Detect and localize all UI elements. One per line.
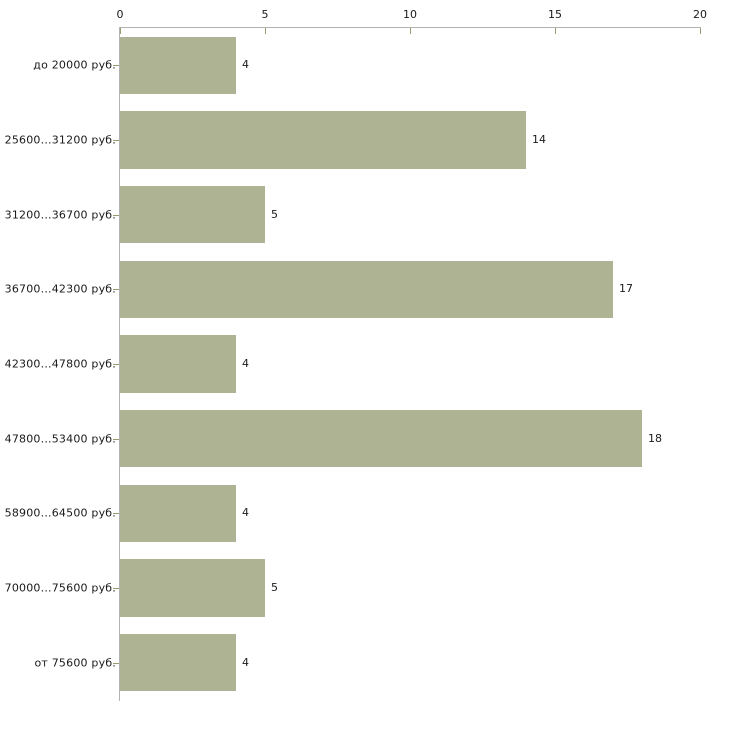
bar-row[interactable]: 31200...36700 руб. 5 <box>0 186 730 244</box>
bar-row[interactable]: 70000...75600 руб. 5 <box>0 559 730 617</box>
x-tick-mark <box>555 28 556 34</box>
bar[interactable] <box>120 186 265 244</box>
y-tick-mark <box>113 364 119 365</box>
bar-row[interactable]: 42300...47800 руб. 4 <box>0 335 730 393</box>
x-tick-mark <box>265 28 266 34</box>
y-axis-line <box>119 27 120 701</box>
bar-value-label: 4 <box>242 356 249 370</box>
category-label: 36700...42300 руб. <box>4 282 116 296</box>
bar-value-label: 5 <box>271 580 278 594</box>
category-label: 31200...36700 руб. <box>4 208 116 222</box>
y-tick-mark <box>113 215 119 216</box>
bar-value-label: 4 <box>242 655 249 669</box>
bar-row[interactable]: 25600...31200 руб. 14 <box>0 111 730 169</box>
bar[interactable] <box>120 36 236 94</box>
bar-row[interactable]: 47800...53400 руб. 18 <box>0 410 730 468</box>
bar[interactable] <box>120 634 236 692</box>
x-tick-label: 15 <box>548 8 562 21</box>
bar-value-label: 18 <box>648 431 662 445</box>
category-label: 58900...64500 руб. <box>4 506 116 520</box>
bar-value-label: 5 <box>271 207 278 221</box>
bar-value-label: 17 <box>619 282 633 296</box>
bar[interactable] <box>120 111 526 169</box>
x-tick-label: 5 <box>261 8 269 21</box>
bar-row[interactable]: 36700...42300 руб. 17 <box>0 260 730 318</box>
category-label: 70000...75600 руб. <box>4 581 116 595</box>
y-tick-mark <box>113 65 119 66</box>
bar[interactable] <box>120 260 613 318</box>
bar-row[interactable]: от 75600 руб. 4 <box>0 634 730 692</box>
x-tick-label: 20 <box>693 8 707 21</box>
x-tick-mark <box>700 28 701 34</box>
x-tick-label: 10 <box>403 8 417 21</box>
x-axis-line <box>120 27 701 28</box>
y-tick-mark <box>113 513 119 514</box>
category-label: от 75600 руб. <box>34 656 116 670</box>
bar[interactable] <box>120 559 265 617</box>
category-label: до 20000 руб. <box>33 58 116 72</box>
x-tick-mark <box>410 28 411 34</box>
y-tick-mark <box>113 663 119 664</box>
bar[interactable] <box>120 335 236 393</box>
x-tick-mark <box>120 28 121 34</box>
y-tick-mark <box>113 588 119 589</box>
y-tick-mark <box>113 140 119 141</box>
y-tick-mark <box>113 289 119 290</box>
category-label: 47800...53400 руб. <box>4 432 116 446</box>
bar-value-label: 4 <box>242 506 249 520</box>
bar-row[interactable]: 58900...64500 руб. 4 <box>0 484 730 542</box>
category-label: 25600...31200 руб. <box>4 133 116 147</box>
category-label: 42300...47800 руб. <box>4 357 116 371</box>
x-tick-label: 0 <box>116 8 124 21</box>
bar-value-label: 4 <box>242 58 249 72</box>
bar[interactable] <box>120 484 236 542</box>
bar-value-label: 14 <box>532 132 546 146</box>
bar[interactable] <box>120 410 642 468</box>
y-tick-mark <box>113 439 119 440</box>
bar-row[interactable]: до 20000 руб. 4 <box>0 36 730 94</box>
